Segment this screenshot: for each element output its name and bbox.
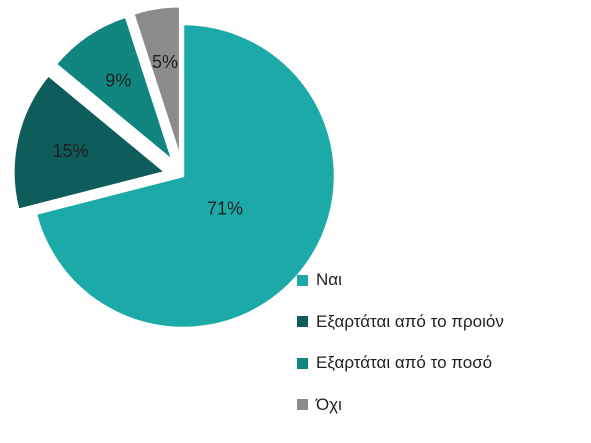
legend: Ναι Εξαρτάται από το προιόν Εξαρτάται από … bbox=[297, 270, 504, 436]
legend-swatch bbox=[297, 357, 308, 369]
pie-data-label-0: 71% bbox=[207, 199, 243, 219]
legend-swatch bbox=[297, 316, 308, 327]
legend-label: Εξαρτάται από το προιόν bbox=[316, 311, 504, 331]
legend-label: Ναι bbox=[316, 270, 342, 289]
legend-item-2: Εξαρτάται από το ποσό bbox=[297, 353, 504, 373]
pie-slice-2 bbox=[54, 14, 176, 165]
legend-label: Εξαρτάται από το ποσό bbox=[316, 353, 493, 372]
legend-label: Όχι bbox=[316, 394, 342, 414]
legend-item-1: Εξαρτάται από το προιόν bbox=[297, 312, 504, 332]
pie-data-label-1: 15% bbox=[52, 141, 88, 161]
legend-item-3: Όχι bbox=[297, 395, 504, 415]
pie-data-label-3: 5% bbox=[152, 52, 178, 72]
pie-slice-0 bbox=[34, 22, 337, 330]
pie-slice-1 bbox=[12, 73, 169, 212]
legend-swatch bbox=[297, 274, 308, 286]
legend-item-0: Ναι bbox=[297, 270, 504, 290]
pie-data-label-2: 9% bbox=[105, 71, 131, 91]
legend-swatch bbox=[297, 399, 308, 410]
pie-slice-3 bbox=[131, 4, 182, 159]
